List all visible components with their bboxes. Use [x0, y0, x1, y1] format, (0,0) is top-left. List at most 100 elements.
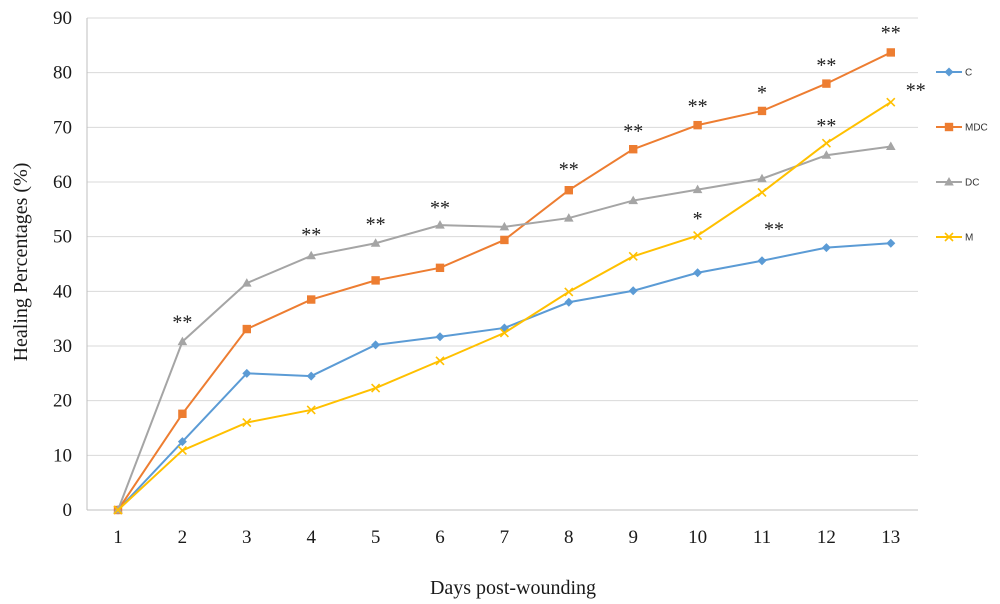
point-mdc-10 — [693, 120, 702, 130]
point-c-9 — [628, 286, 638, 296]
point-dc-6 — [435, 220, 445, 229]
x-axis-title: Days post-wounding — [430, 577, 596, 599]
significance-annotations: **** ********************** — [172, 22, 925, 334]
y-axis-title: Healing Percentages (%) — [10, 163, 32, 362]
x-tick-9: 9 — [628, 527, 638, 548]
y-tick-70: 70 — [53, 117, 72, 138]
point-c-4 — [306, 371, 316, 381]
x-tick-6: 6 — [435, 527, 445, 548]
x-tick-13: 13 — [881, 527, 900, 548]
point-m-12 — [821, 138, 831, 148]
point-dc-8 — [564, 213, 574, 222]
point-mdc-12 — [822, 79, 831, 88]
x-tick-8: 8 — [564, 527, 574, 548]
point-mdc-4 — [307, 295, 316, 304]
legend-marker-c — [944, 67, 954, 77]
series-line-mdc — [117, 51, 892, 511]
point-dc-4 — [306, 250, 316, 260]
point-m-9 — [628, 251, 638, 261]
axes — [86, 18, 918, 511]
legend-label-m: M — [965, 233, 973, 244]
legend-item-dc: DC — [936, 177, 979, 189]
annotation-9: ** — [764, 219, 784, 241]
annotation-7: * — [693, 208, 703, 230]
point-mdc-8 — [564, 186, 573, 195]
series-line-m — [117, 101, 892, 511]
annotation-13: ** — [906, 79, 926, 101]
legend-marker-mdc — [944, 122, 954, 132]
point-m-10 — [693, 231, 703, 241]
point-c-12 — [821, 243, 831, 253]
point-c-10 — [693, 268, 703, 278]
x-tick-10: 10 — [688, 527, 707, 548]
x-tick-labels: 1 2 3 4 5 6 7 8 9 10 11 12 13 — [113, 527, 900, 548]
annotation-5: ** — [623, 120, 643, 142]
point-mdc-5 — [371, 276, 380, 285]
point-mdc-3 — [242, 324, 251, 334]
point-mdc-13 — [886, 48, 895, 57]
series-group — [113, 48, 896, 515]
point-dc-7 — [499, 221, 510, 231]
y-tick-40: 40 — [53, 281, 72, 302]
legend-item-c: C — [936, 67, 972, 79]
point-m-4 — [306, 405, 316, 415]
annotation-1: ** — [301, 224, 321, 246]
point-m-8 — [564, 287, 574, 297]
legend-label-dc: DC — [965, 178, 979, 189]
series-line-c — [117, 242, 891, 511]
series-c — [113, 238, 896, 515]
legend-marker-m — [944, 232, 954, 242]
point-m-2 — [177, 445, 187, 455]
legend-item-m: M — [936, 232, 973, 244]
y-tick-90: 90 — [53, 8, 72, 29]
legend-marker-dc — [944, 177, 954, 186]
annotation-8: * — [757, 82, 767, 104]
annotation-6: ** — [688, 96, 708, 118]
annotation-4: ** — [559, 159, 579, 181]
point-c-11 — [757, 256, 767, 266]
point-m-7 — [499, 328, 509, 338]
y-tick-10: 10 — [53, 445, 72, 466]
point-dc-9 — [628, 195, 638, 205]
point-dc-13 — [886, 141, 896, 150]
y-tick-50: 50 — [53, 227, 72, 248]
x-tick-2: 2 — [178, 527, 188, 548]
point-m-5 — [371, 383, 381, 393]
point-c-6 — [435, 332, 445, 342]
point-dc-10 — [692, 184, 703, 194]
y-tick-20: 20 — [53, 391, 72, 412]
point-m-6 — [435, 356, 445, 366]
point-mdc-6 — [435, 263, 445, 273]
series-mdc — [113, 48, 895, 515]
point-dc-12 — [821, 150, 832, 159]
point-c-13 — [886, 238, 896, 248]
legend-label-mdc: MDC — [965, 123, 988, 134]
x-tick-12: 12 — [817, 527, 836, 548]
point-dc-5 — [370, 238, 381, 247]
annotation-3: ** — [430, 197, 450, 219]
x-tick-7: 7 — [500, 527, 510, 548]
point-m-1 — [113, 505, 123, 515]
point-c-5 — [371, 340, 381, 350]
x-tick-1: 1 — [113, 527, 123, 548]
x-tick-11: 11 — [753, 527, 771, 548]
y-tick-80: 80 — [53, 63, 72, 84]
point-dc-2 — [177, 336, 188, 346]
y-tick-30: 30 — [53, 336, 72, 357]
legend-label-c: C — [965, 68, 972, 79]
point-mdc-2 — [178, 409, 187, 418]
legend: C MDC DC M — [936, 67, 988, 244]
series-dc — [113, 141, 896, 514]
point-m-11 — [757, 187, 767, 197]
point-mdc-11 — [757, 106, 767, 116]
point-c-2 — [177, 437, 187, 447]
x-tick-3: 3 — [242, 527, 252, 548]
annotation-0: ** — [172, 312, 192, 334]
legend-item-mdc: MDC — [936, 123, 988, 134]
point-c-8 — [564, 297, 574, 307]
y-tick-labels: 0 10 20 30 40 50 60 70 80 90 — [53, 8, 72, 521]
y-tick-60: 60 — [53, 172, 72, 193]
point-m-13 — [886, 97, 896, 107]
point-m-3 — [242, 417, 252, 428]
